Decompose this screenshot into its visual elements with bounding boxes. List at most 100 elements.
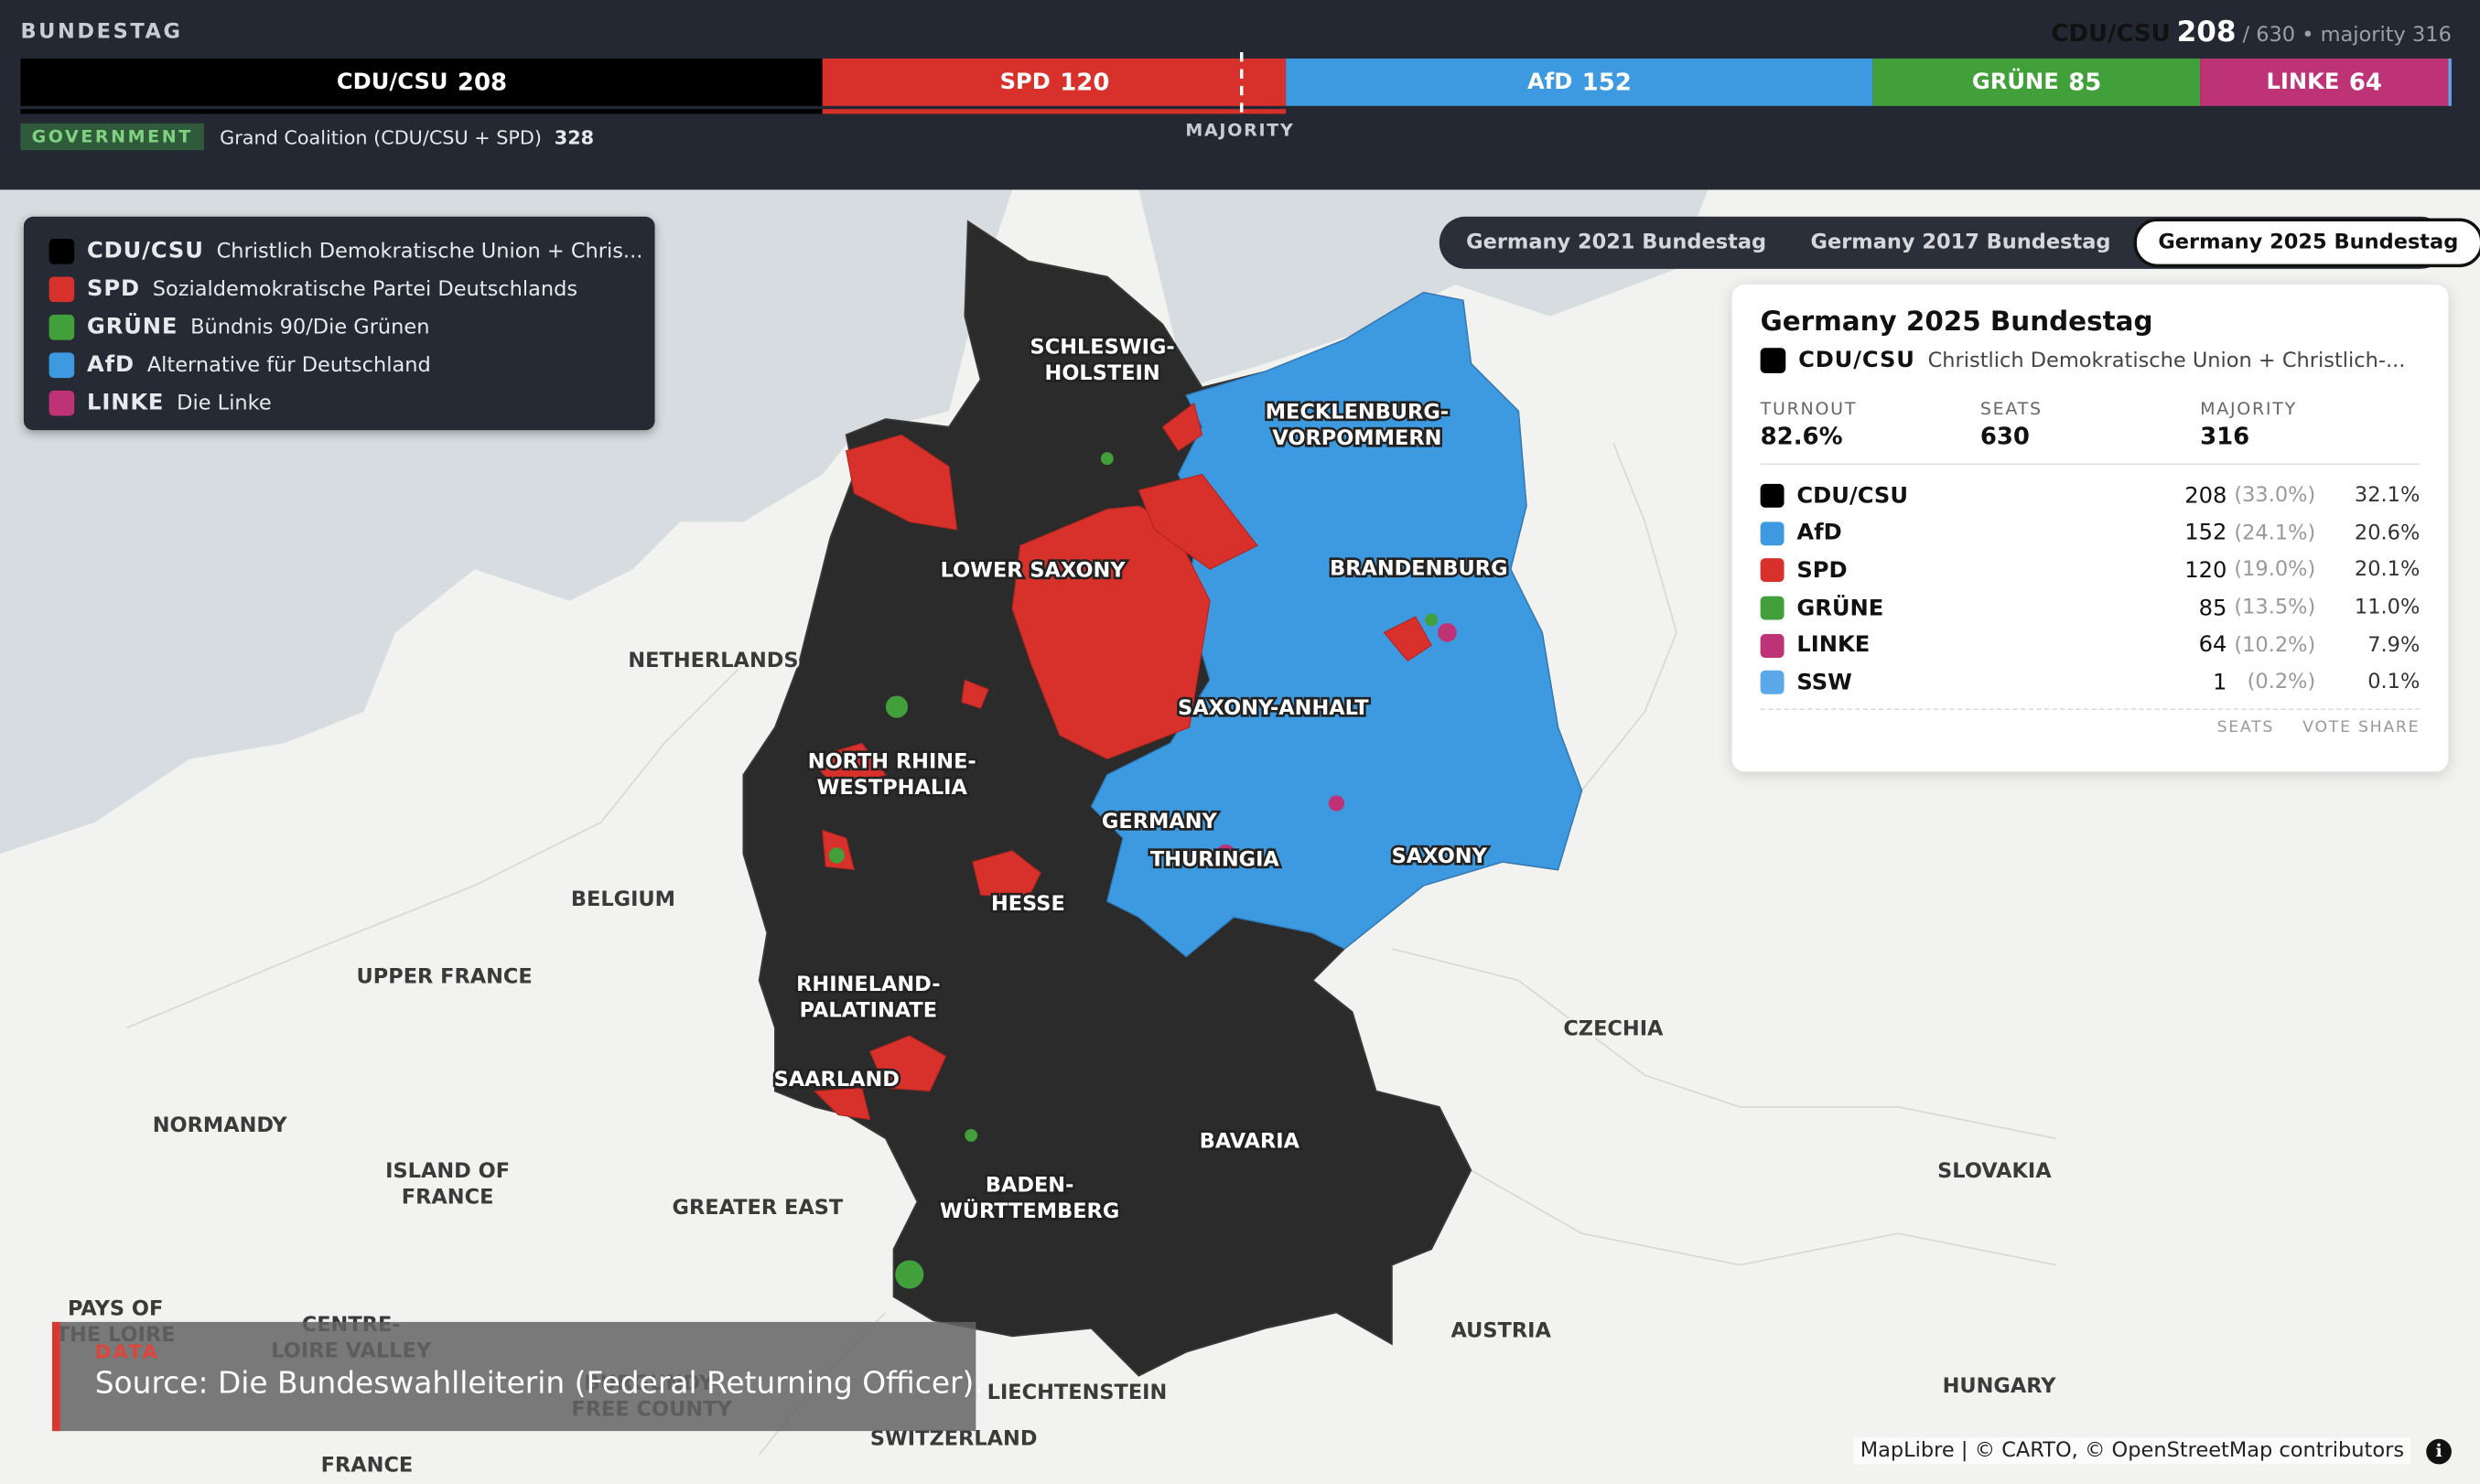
seat-segment: AfD 152 xyxy=(1286,58,1873,106)
region-label: SAARLAND xyxy=(774,1068,900,1091)
header: BUNDESTAG CDU/CSU 208/ 630 • majority 316… xyxy=(0,0,2480,190)
seat-share: (0.2%) xyxy=(2247,671,2316,695)
info-button[interactable]: i xyxy=(2426,1438,2452,1465)
result-row: LINKE 64 (10.2%) 7.9% xyxy=(1760,627,2421,664)
legend-full: Die Linke xyxy=(177,391,272,415)
source-tag: DATA xyxy=(94,1340,160,1363)
region-label: GERMANY xyxy=(1102,810,1218,833)
party-seats: 152 xyxy=(1581,68,1632,97)
country-label: FRANCE xyxy=(402,1186,494,1210)
vote-share: 7.9% xyxy=(2367,633,2421,658)
region-label: HESSE xyxy=(991,892,1065,916)
region-label: WESTPHALIA xyxy=(817,776,968,800)
coalition-underline xyxy=(20,109,824,114)
region-label: PALATINATE xyxy=(800,999,937,1023)
swatch xyxy=(1760,596,1785,620)
results-table: CDU/CSU 208 (33.0%) 32.1% AfD 152 (24.1%) 20.6%… xyxy=(1760,478,2421,710)
legend: CDU/CSU Christlich Demokratische Union + … xyxy=(23,216,655,431)
party-name: SPD xyxy=(999,70,1051,95)
party-name: AfD xyxy=(1796,521,1842,546)
party-name: CDU/CSU xyxy=(1796,483,1909,510)
seat-share: (13.5%) xyxy=(2234,596,2316,620)
result-row: SPD 120 (19.0%) 20.1% xyxy=(1760,553,2421,590)
leader-seats: 208 xyxy=(2176,16,2237,49)
seat-bar: CDU/CSU 208 SPD 120 AfD 152 GRÜNE 85 LINKE 64 MAJO… xyxy=(20,52,2452,141)
swatch xyxy=(1760,671,1785,695)
leader: CDU/CSU xyxy=(1798,348,1915,373)
region-label: SCHLESWIG- xyxy=(1030,336,1175,360)
region-label: MECKLENBURG- xyxy=(1266,401,1449,425)
legend-item: SPD Sozialdemokratische Partei Deutschlan… xyxy=(49,271,655,308)
vote-share: 20.1% xyxy=(2354,558,2421,583)
stat-value: 630 xyxy=(1979,422,2030,451)
region-label: LOWER SAXONY xyxy=(941,558,1127,582)
majority-label: MAJORITY xyxy=(1185,120,1295,141)
tab[interactable]: Germany 2025 Bundestag xyxy=(2132,218,2480,268)
attribution[interactable]: MapLibre | © CARTO, © OpenStreetMap cont… xyxy=(1853,1437,2410,1465)
government: GOVERNMENT Grand Coalition (CDU/CSU + SPD… xyxy=(20,123,594,151)
map-labels: SCHLESWIG-HOLSTEIN MECKLENBURG-VORPOMMERN… xyxy=(53,159,2458,1479)
stat-label: SEATS xyxy=(1979,398,2043,420)
swatch xyxy=(49,314,75,340)
seat-segment xyxy=(2447,58,2452,106)
tab[interactable]: Germany 2021 Bundestag xyxy=(1466,231,1767,255)
country-label: UPPER FRANCE xyxy=(357,965,533,989)
result-row: GRÜNE 85 (13.5%) 11.0% xyxy=(1760,589,2420,627)
country-label: FRANCE xyxy=(321,1454,414,1478)
region-label: SAXONY xyxy=(1392,844,1488,868)
party-name: LINKE xyxy=(1796,632,1871,659)
stat-label: TURNOUT xyxy=(1760,398,1858,420)
legend-full: Christlich Demokratische Union + Chris..… xyxy=(216,239,643,263)
legend-item: LINKE Die Linke xyxy=(49,384,655,422)
table-footer: SEATS VOTE SHARE xyxy=(1761,719,2421,737)
country-label: BELGIUM xyxy=(571,887,675,911)
stat: TURNOUT 82.6% xyxy=(1761,399,1980,451)
seat-segment: CDU/CSU 208 xyxy=(20,58,824,106)
region-label: WÜRTTEMBERG xyxy=(940,1198,1119,1223)
country-label: HUNGARY xyxy=(1943,1374,2057,1398)
panel-title: Germany 2025 Bundestag xyxy=(1760,306,2153,339)
seat-segment: GRÜNE 85 xyxy=(1872,58,2201,106)
legend-item: AfD Alternative für Deutschland xyxy=(49,347,655,384)
seats: 152 xyxy=(2184,521,2227,546)
result-row: AfD 152 (24.1%) 20.6% xyxy=(1760,515,2420,553)
country-label: SLOVAKIA xyxy=(1937,1159,2052,1183)
vote-share: 32.1% xyxy=(2354,484,2421,509)
seats: 85 xyxy=(2198,595,2227,621)
party-name: CDU/CSU xyxy=(336,70,448,95)
seat-share: (24.1%) xyxy=(2234,522,2316,546)
swatch xyxy=(1760,348,1786,373)
source-box: DATA Source: Die Bundeswahlleiterin (Fed… xyxy=(52,1321,984,1432)
region-label: BRANDENBURG xyxy=(1330,557,1507,581)
party-name: AfD xyxy=(1527,70,1573,95)
legend-name: CDU/CSU xyxy=(87,238,204,264)
legend-item: GRÜNE Bündnis 90/Die Grünen xyxy=(49,308,655,346)
region-label: HOLSTEIN xyxy=(1045,361,1160,385)
leader-full: Christlich Demokratische Union + Christl… xyxy=(1927,349,2406,373)
linke-districts xyxy=(1216,622,1457,864)
leader-row: CDU/CSU Christlich Demokratische Union + … xyxy=(1760,348,2421,373)
leader: CDU/CSU xyxy=(2051,18,2171,48)
party-seats: 64 xyxy=(2348,68,2382,97)
header-title: BUNDESTAG xyxy=(20,20,183,45)
seat-segment: LINKE 64 xyxy=(2200,58,2448,106)
region-label: NORTH RHINE- xyxy=(808,750,976,774)
country-label: CZECHIA xyxy=(1563,1017,1664,1041)
country-label: NETHERLANDS xyxy=(628,649,798,672)
swatch xyxy=(1760,484,1785,509)
seats: 120 xyxy=(2184,558,2227,584)
legend-full: Bündnis 90/Die Grünen xyxy=(190,315,430,339)
legend-name: GRÜNE xyxy=(87,314,178,340)
tab[interactable]: Germany 2017 Bundestag xyxy=(1810,231,2111,255)
party-name: LINKE xyxy=(2266,70,2340,95)
totals: / 630 • majority 316 xyxy=(2242,23,2452,48)
seats: 208 xyxy=(2184,483,2227,510)
vote-share: 0.1% xyxy=(2367,671,2421,695)
result-row: SSW 1 (0.2%) 0.1% xyxy=(1760,664,2421,702)
party-seats: 208 xyxy=(457,68,508,97)
swatch xyxy=(49,390,75,416)
party-seats: 85 xyxy=(2068,68,2102,97)
stats: TURNOUT 82.6% SEATS 630 MAJORITY 316 xyxy=(1760,398,2421,466)
country-label: AUSTRIA xyxy=(1450,1319,1551,1343)
